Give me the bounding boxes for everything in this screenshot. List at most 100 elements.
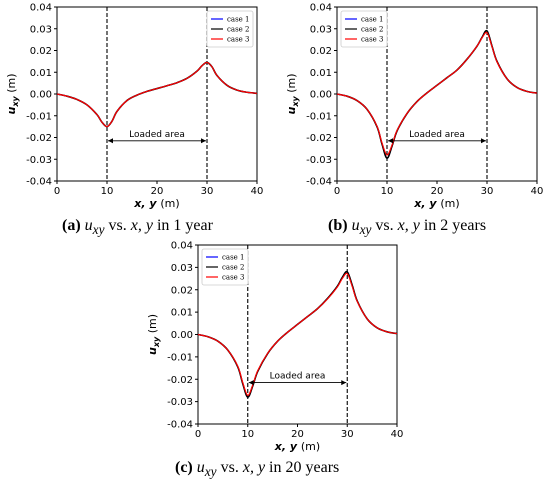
chart0-xlabel: x, y (m)	[133, 197, 179, 210]
chart0-legend-label-2: case 2	[227, 26, 250, 34]
chart1-ytick-label: 0.00	[310, 90, 332, 101]
caption-c: (c) uxy vs. x, y in 20 years	[175, 459, 339, 480]
chart0-legend-label-1: case 1	[227, 16, 250, 24]
chart0-ytick-label: 0.02	[30, 46, 52, 57]
chart2-legend-box	[201, 248, 249, 286]
caption-a-post: in 1 year	[152, 217, 213, 234]
chart2-ytick-label: -0.03	[167, 397, 193, 408]
chart1-xtick-label: 30	[481, 186, 494, 197]
chart1-ytick-label: 0.04	[310, 3, 332, 14]
caption-b-letter: (b)	[328, 217, 348, 234]
chart1-legend-label-3: case 3	[361, 36, 384, 44]
chart2-xtick-label: 10	[241, 429, 254, 440]
chart2-ytick-label: -0.02	[167, 375, 193, 386]
caption-b-sub: xy	[359, 222, 372, 238]
chart2-ytick-label: -0.04	[167, 420, 193, 431]
chart0-xtick-label: 40	[251, 186, 264, 197]
chart1-ytick-label: 0.03	[310, 24, 332, 35]
chart-c-svg: 0 10 20 30 40 0.04 0.03 0.02 0.01 0.00 -0.01 -0.02 -…	[146, 241, 404, 454]
chart0-xtick-label: 10	[101, 186, 114, 197]
caption-c-vars: x, y	[242, 459, 266, 476]
chart2-xtick-label: 0	[195, 429, 201, 440]
chart1-xtick-label: 20	[431, 186, 444, 197]
chart2-legend-label-3: case 3	[222, 274, 245, 282]
chart0-xtick-label: 20	[151, 186, 164, 197]
caption-c-mid: vs.	[216, 459, 243, 476]
chart2-legend-label-1: case 1	[222, 254, 245, 262]
chart1-arrowhead-left	[388, 138, 393, 144]
chart0-ytick-label: 0.04	[30, 3, 52, 14]
caption-a-mid: vs.	[104, 217, 131, 234]
chart2-ylabel: uxy (m)	[146, 314, 161, 355]
chart-b-svg: 0 10 20 30 40 0.04 0.03 0.02 0.01 0.00 -0.01 -0.02 -…	[285, 3, 544, 211]
chart1-ytick-label: -0.03	[306, 155, 332, 166]
caption-c-u: u	[196, 459, 205, 476]
chart1-ylabel: uxy (m)	[285, 73, 300, 114]
chart2-ytick-label: -0.01	[167, 352, 193, 363]
chart0-ytick-label: 0.01	[30, 68, 52, 79]
caption-c-post: in 20 years	[265, 459, 340, 476]
chart2-xtick-label: 30	[341, 429, 354, 440]
chart2-annotation-label: Loaded area	[270, 372, 326, 382]
chart-panel-a: 0 10 20 30 40 0.04 0.03 0.02 0.01 0.00 -0.01 -0.02 -…	[0, 0, 265, 212]
caption-a-sub: xy	[92, 222, 105, 238]
caption-b-vars: x, y	[397, 217, 420, 234]
caption-a-letter: (a)	[62, 217, 81, 234]
chart2-ytick-label: 0.02	[171, 285, 193, 296]
chart1-ytick-label: -0.04	[306, 177, 332, 188]
chart2-ytick-label: 0.00	[171, 330, 193, 341]
chart1-arrowhead-right	[481, 138, 486, 144]
chart0-series-3-line	[56, 61, 258, 128]
chart0-ytick-label: -0.02	[26, 133, 52, 144]
chart-a-svg: 0 10 20 30 40 0.04 0.03 0.02 0.01 0.00 -0.01 -0.02 -…	[5, 3, 264, 211]
chart1-legend-label-1: case 1	[361, 16, 384, 24]
chart0-ytick-label: -0.04	[26, 177, 52, 188]
chart2-xlabel: x, y (m)	[274, 440, 320, 453]
chart2-series-3-line	[197, 272, 398, 396]
chart0-arrowhead-right	[201, 138, 206, 144]
chart2-ytick-label: 0.04	[171, 241, 193, 252]
chart0-xtick-label: 30	[201, 186, 214, 197]
chart0-ylabel: uxy (m)	[5, 73, 20, 114]
chart2-legend-label-2: case 2	[222, 264, 245, 272]
chart0-annotation-label: Loaded area	[129, 130, 185, 140]
chart1-ytick-label: -0.01	[306, 111, 332, 122]
caption-a: (a) uxy vs. x, y in 1 year	[62, 217, 213, 238]
chart0-ytick-label: 0.03	[30, 24, 52, 35]
chart1-xtick-label: 40	[531, 186, 544, 197]
chart0-arrowhead-left	[108, 138, 113, 144]
chart0-series-2-line	[56, 61, 258, 128]
chart0-xtick-label: 0	[54, 186, 60, 197]
caption-b-mid: vs.	[371, 217, 398, 234]
chart0-ytick-label: -0.03	[26, 155, 52, 166]
chart2-ytick-label: 0.03	[171, 263, 193, 274]
chart0-ytick-label: 0.00	[30, 90, 52, 101]
caption-c-sub: xy	[204, 464, 217, 480]
caption-a-u: u	[84, 217, 93, 234]
chart-panel-c: 0 10 20 30 40 0.04 0.03 0.02 0.01 0.00 -0.01 -0.02 -…	[140, 238, 405, 454]
chart2-arrowhead-right	[341, 380, 347, 386]
chart1-ytick-label: 0.02	[310, 46, 332, 57]
chart2-xtick-label: 20	[291, 429, 304, 440]
caption-c-letter: (c)	[175, 459, 193, 476]
chart0-legend-label-3: case 3	[227, 36, 250, 44]
chart1-annotation-label: Loaded area	[409, 130, 465, 140]
caption-b-u: u	[351, 217, 360, 234]
chart-panel-b: 0 10 20 30 40 0.04 0.03 0.02 0.01 0.00 -0.01 -0.02 -…	[280, 0, 545, 212]
chart0-series-1-line	[56, 61, 258, 128]
chart1-ytick-label: 0.01	[310, 68, 332, 79]
chart1-series-3-line	[336, 31, 538, 156]
chart1-xtick-label: 10	[381, 186, 394, 197]
caption-a-vars: x, y	[130, 217, 153, 234]
chart2-ytick-label: 0.01	[171, 308, 193, 319]
chart1-ytick-label: -0.02	[306, 133, 332, 144]
chart1-legend-box	[340, 10, 388, 48]
caption-b: (b) uxy vs. x, y in 2 years	[328, 217, 486, 238]
chart0-legend-box	[206, 10, 254, 48]
chart1-xlabel: x, y (m)	[413, 197, 459, 210]
chart2-xtick-label: 40	[391, 429, 404, 440]
chart2-arrowhead-left	[248, 380, 254, 386]
chart1-legend-label-2: case 2	[361, 26, 384, 34]
chart1-xtick-label: 0	[334, 186, 340, 197]
caption-b-post: in 2 years	[419, 217, 487, 234]
